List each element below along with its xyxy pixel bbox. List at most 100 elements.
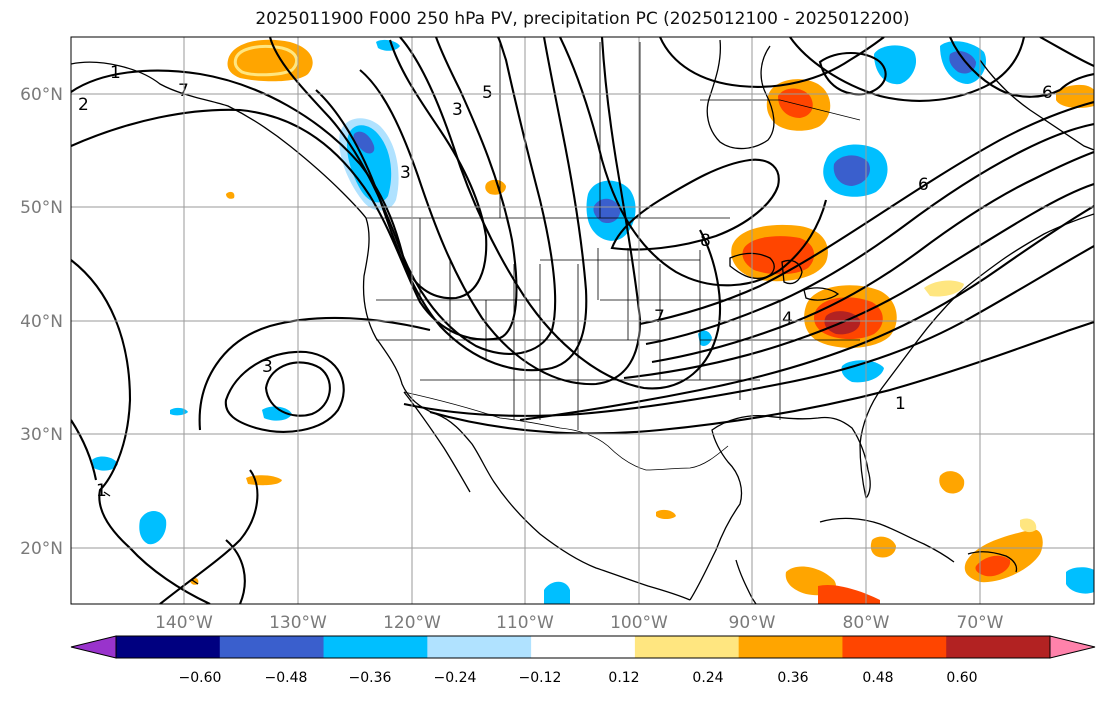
pv-contour bbox=[818, 52, 887, 96]
colorbar-segment bbox=[842, 636, 947, 658]
colorbar-frame bbox=[115, 635, 1051, 659]
colorbar-segment bbox=[323, 636, 428, 658]
positive-anomaly bbox=[485, 179, 506, 195]
pv-contour bbox=[949, 37, 1061, 98]
pv-contour bbox=[651, 151, 1094, 364]
colorbar-extend-max bbox=[1049, 635, 1096, 659]
contour-label: 1 bbox=[895, 394, 906, 414]
positive-anomaly bbox=[870, 536, 896, 558]
pv-contour bbox=[71, 419, 98, 481]
negative-anomaly bbox=[544, 581, 570, 604]
negative-anomaly bbox=[698, 330, 712, 346]
pv-contour bbox=[225, 539, 246, 604]
colorbar-segment bbox=[427, 636, 532, 658]
colorbar-tick-label: −0.24 bbox=[434, 670, 477, 686]
colorbar-tick-label: −0.36 bbox=[349, 670, 392, 686]
gulf-coast bbox=[689, 414, 871, 601]
colorbar-segment bbox=[116, 636, 221, 658]
east-coast bbox=[859, 213, 1094, 499]
lat-label: 60°N bbox=[20, 85, 63, 105]
contour-label: 3 bbox=[262, 357, 273, 377]
positive-anomaly bbox=[226, 191, 235, 199]
lat-label: 50°N bbox=[20, 198, 63, 218]
negative-anomaly bbox=[353, 131, 375, 154]
colorbar-segment bbox=[219, 636, 325, 658]
negative-anomaly bbox=[949, 51, 976, 74]
contour-label: 7 bbox=[178, 81, 189, 101]
pv-contour bbox=[623, 183, 1094, 380]
longitude-labels: 140°W 130°W 120°W 110°W 100°W 90°W 80°W … bbox=[155, 613, 1004, 633]
positive-anomaly bbox=[742, 236, 815, 275]
colorbar-tick-label: 0.60 bbox=[946, 670, 977, 686]
lon-label: 120°W bbox=[383, 613, 441, 633]
pv-contour bbox=[315, 37, 588, 372]
lon-label: 130°W bbox=[269, 613, 327, 633]
lat-lon-grid bbox=[71, 37, 1094, 604]
hispaniola bbox=[967, 551, 1018, 573]
pv-contour bbox=[429, 321, 1094, 435]
cuba bbox=[819, 517, 955, 563]
figure-title: 2025011900 F000 250 hPa PV, precipitatio… bbox=[255, 9, 910, 29]
precip-pc-shading bbox=[92, 39, 1094, 604]
pv-contour bbox=[645, 122, 1094, 346]
colorbar-tick-label: 0.48 bbox=[862, 670, 893, 686]
pv-contour bbox=[159, 469, 259, 604]
negative-anomaly bbox=[262, 406, 292, 421]
colorbar-tick-label: −0.12 bbox=[519, 670, 562, 686]
negative-anomaly bbox=[92, 456, 118, 471]
map-panel: 1 1 2 3 3 3 4 5 6 6 7 7 8 1 bbox=[71, 37, 1094, 604]
pv-contour bbox=[403, 245, 1094, 417]
latitude-labels: 60°N 50°N 40°N 30°N 20°N bbox=[20, 85, 63, 559]
contour-label: 7 bbox=[654, 307, 665, 327]
pv-contour bbox=[639, 100, 1094, 326]
positive-anomaly bbox=[924, 280, 964, 297]
positive-anomaly bbox=[656, 509, 676, 519]
pv-contour bbox=[224, 350, 345, 433]
colorbar-tick-label: 0.24 bbox=[692, 670, 723, 686]
negative-anomaly bbox=[874, 45, 917, 85]
contour-label: 4 bbox=[782, 309, 793, 329]
contour-label: 5 bbox=[482, 83, 493, 103]
hudson-bay bbox=[706, 39, 775, 150]
colorbar-extend-min bbox=[70, 635, 117, 659]
contour-label: 8 bbox=[700, 231, 711, 251]
pv-contour bbox=[1059, 72, 1094, 91]
colorbar-tick-label: −0.48 bbox=[265, 670, 308, 686]
contour-label: 1 bbox=[96, 481, 107, 501]
pv-contour bbox=[399, 37, 721, 390]
positive-anomaly bbox=[778, 88, 813, 118]
positive-anomaly bbox=[939, 471, 965, 494]
negative-anomaly bbox=[833, 155, 871, 186]
alaska-coast bbox=[71, 61, 367, 219]
colorbar-tick-label: −0.60 bbox=[179, 670, 222, 686]
pv-contour bbox=[1039, 37, 1094, 67]
pv-contour bbox=[359, 37, 642, 386]
pv-contour bbox=[559, 37, 828, 287]
positive-anomaly bbox=[1020, 518, 1037, 533]
contour-label: 6 bbox=[1042, 83, 1053, 103]
pacific-islands bbox=[103, 491, 199, 585]
colorbar bbox=[70, 635, 1096, 659]
lon-label: 140°W bbox=[155, 613, 213, 633]
pv-contour bbox=[264, 361, 331, 417]
colorbar-tick-label: 0.36 bbox=[777, 670, 808, 686]
lat-label: 40°N bbox=[20, 312, 63, 332]
contour-label: 2 bbox=[78, 95, 89, 115]
lat-label: 20°N bbox=[20, 539, 63, 559]
labrador bbox=[979, 59, 1094, 151]
pv-contours bbox=[71, 37, 1094, 604]
contour-label: 3 bbox=[400, 163, 411, 183]
negative-anomaly bbox=[1066, 567, 1094, 594]
colorbar-segment bbox=[531, 636, 636, 658]
colorbar-tick-label: 0.12 bbox=[608, 670, 639, 686]
pv-contour-labels: 1 1 2 3 3 3 4 5 6 6 7 7 8 1 bbox=[78, 63, 1053, 501]
pv-contour bbox=[71, 259, 211, 604]
pv-contour bbox=[519, 205, 1094, 422]
contour-label: 3 bbox=[452, 100, 463, 120]
contour-label: 1 bbox=[110, 63, 121, 83]
positive-anomaly bbox=[1056, 84, 1094, 108]
lon-label: 80°W bbox=[843, 613, 890, 633]
pv-contour bbox=[659, 37, 885, 88]
state-borders bbox=[366, 42, 861, 471]
